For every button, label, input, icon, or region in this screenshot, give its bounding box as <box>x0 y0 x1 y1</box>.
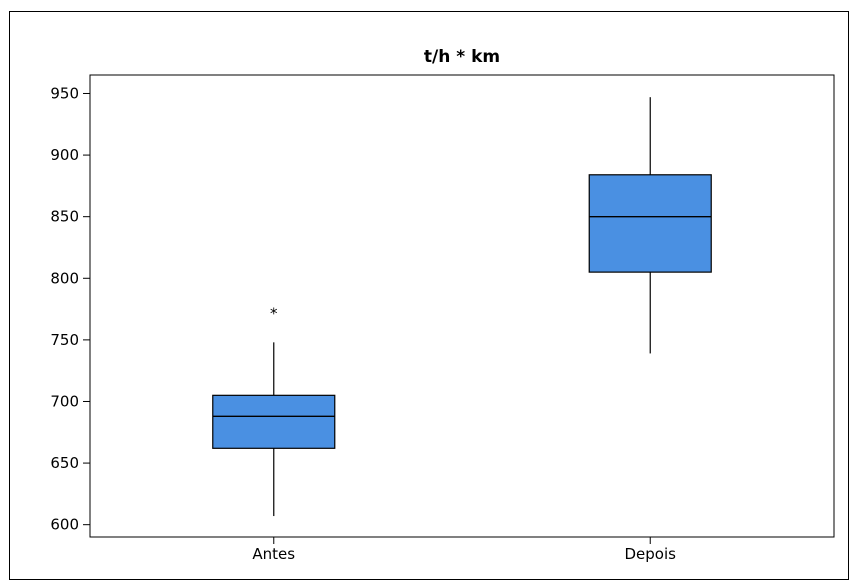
chart-title: t/h * km <box>424 47 500 67</box>
iqr-box <box>588 174 712 273</box>
plot-area <box>89 74 835 538</box>
chart-frame <box>9 11 849 580</box>
iqr-box <box>212 394 336 449</box>
boxes: * <box>212 97 712 517</box>
y-tick-label: 850 <box>50 208 79 226</box>
x-axis: Antes Depois <box>252 537 676 563</box>
x-tick-label: Antes <box>252 545 295 563</box>
y-tick-label: 600 <box>50 516 79 534</box>
y-tick-label: 950 <box>50 84 79 102</box>
y-tick-label: 900 <box>50 146 79 164</box>
y-tick-label: 750 <box>50 331 79 349</box>
y-tick-label: 800 <box>50 269 79 287</box>
outlier-marker: * <box>270 304 278 322</box>
box-antes: * <box>212 304 336 517</box>
y-tick-label: 700 <box>50 392 79 410</box>
y-axis: 600 650 700 750 800 850 900 950 <box>50 84 90 534</box>
y-tick-label: 650 <box>50 454 79 472</box>
x-tick-label: Depois <box>624 545 676 563</box>
box-depois <box>588 97 712 354</box>
